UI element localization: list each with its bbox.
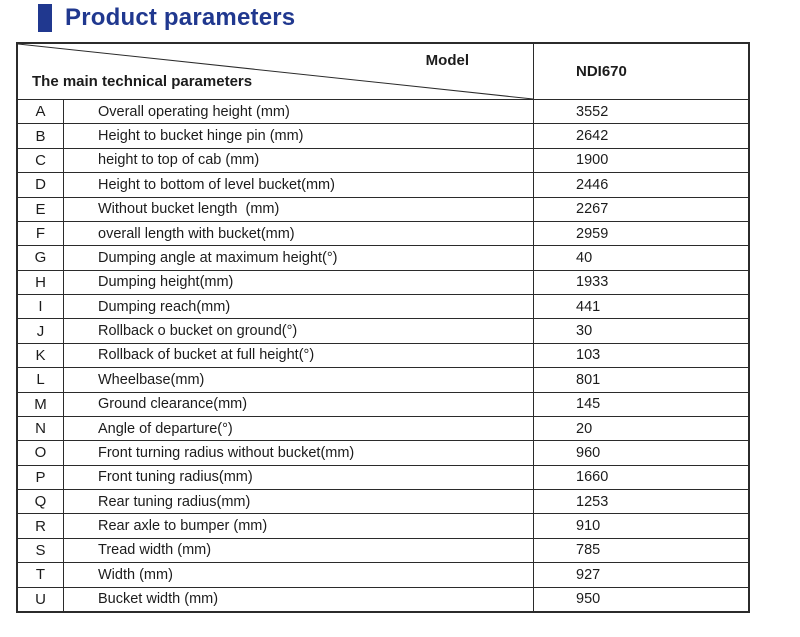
table-row: K Rollback of bucket at full height(°) 1… [18, 342, 748, 368]
row-value: 1933 [533, 270, 748, 294]
table-row: T Width (mm) 927 [18, 562, 748, 587]
row-letter: K [18, 343, 64, 368]
row-parameter: height to top of cab (mm) [98, 152, 260, 169]
row-parameter: Rear axle to bumper (mm) [98, 518, 268, 535]
row-letter: P [18, 465, 64, 489]
row-letter: J [18, 319, 64, 343]
model-column-label: Model [425, 52, 469, 69]
page-header: Product parameters [38, 4, 295, 32]
row-letter: E [18, 197, 64, 221]
row-parameter: Without bucket length (mm) [98, 201, 280, 218]
row-value: 2959 [533, 221, 748, 246]
table-row: H Dumping height(mm) 1933 [18, 269, 748, 294]
row-value: 1660 [533, 465, 748, 489]
table-row: O Front turning radius without bucket(mm… [18, 440, 748, 465]
table-row: S Tread width (mm) 785 [18, 537, 748, 563]
row-parameter: Rollback of bucket at full height(°) [98, 347, 315, 364]
row-letter: T [18, 563, 64, 587]
table-row: C height to top of cab (mm) 1900 [18, 147, 748, 173]
row-parameter: Height to bottom of level bucket(mm) [98, 176, 335, 193]
row-letter: A [18, 100, 64, 124]
table-row: J Rollback o bucket on ground(°) 30 [18, 318, 748, 343]
row-value: 950 [533, 587, 748, 611]
row-letter: R [18, 514, 64, 538]
row-letter: O [18, 441, 64, 465]
row-letter: H [18, 270, 64, 294]
row-value: 3552 [533, 100, 748, 124]
table-row: B Height to bucket hinge pin (mm) 2642 [18, 123, 748, 148]
table-row: F overall length with bucket(mm) 2959 [18, 220, 748, 246]
table-row: E Without bucket length (mm) 2267 [18, 196, 748, 221]
diagonal-divider-line [18, 44, 533, 99]
row-value: 2642 [533, 124, 748, 148]
row-letter: F [18, 221, 64, 246]
table-row: P Front tuning radius(mm) 1660 [18, 464, 748, 489]
row-value: 30 [533, 319, 748, 343]
row-value: 40 [533, 246, 748, 270]
row-parameter: Front tuning radius(mm) [98, 469, 253, 486]
row-value: 145 [533, 392, 748, 416]
row-value: 2267 [533, 197, 748, 221]
table-row: G Dumping angle at maximum height(°) 40 [18, 245, 748, 270]
row-letter: C [18, 148, 64, 173]
header-diagonal-cell: Model The main technical parameters [18, 44, 533, 99]
row-parameter: Dumping angle at maximum height(°) [98, 249, 338, 266]
table-row: R Rear axle to bumper (mm) 910 [18, 513, 748, 538]
row-parameter: Bucket width (mm) [98, 591, 219, 608]
table-row: U Bucket width (mm) 950 [18, 586, 748, 611]
row-parameter: overall length with bucket(mm) [98, 225, 295, 242]
table-row: N Angle of departure(°) 20 [18, 415, 748, 441]
table-row: I Dumping reach(mm) 441 [18, 294, 748, 319]
row-letter: I [18, 295, 64, 319]
row-letter: L [18, 368, 64, 392]
row-value: 441 [533, 295, 748, 319]
parameters-column-label: The main technical parameters [32, 73, 253, 90]
row-letter: N [18, 416, 64, 441]
row-parameter: Front turning radius without bucket(mm) [98, 444, 355, 461]
row-value: 927 [533, 563, 748, 587]
row-parameter: Wheelbase(mm) [98, 371, 205, 388]
table-row: Q Rear tuning radius(mm) 1253 [18, 489, 748, 514]
page-title: Product parameters [65, 4, 296, 31]
row-parameter: Height to bucket hinge pin (mm) [98, 128, 304, 145]
table-header-row: Model The main technical parameters NDI6… [18, 44, 748, 100]
row-value: 785 [533, 538, 748, 563]
row-parameter: Dumping reach(mm) [98, 298, 231, 315]
title-accent-bar-icon [38, 4, 52, 32]
table-row: L Wheelbase(mm) 801 [18, 367, 748, 392]
row-parameter: Width (mm) [98, 566, 173, 583]
row-letter: M [18, 392, 64, 416]
row-value: 960 [533, 441, 748, 465]
row-parameter: Rear tuning radius(mm) [98, 493, 251, 510]
row-value: 103 [533, 343, 748, 368]
row-value: 20 [533, 416, 748, 441]
row-parameter: Ground clearance(mm) [98, 396, 248, 413]
row-letter: G [18, 246, 64, 270]
row-letter: D [18, 173, 64, 197]
row-parameter: Overall operating height (mm) [98, 103, 290, 120]
table-body: A Overall operating height (mm) 3552 B H… [18, 100, 748, 611]
table-row: A Overall operating height (mm) 3552 [18, 100, 748, 124]
row-value: 801 [533, 368, 748, 392]
row-letter: S [18, 538, 64, 563]
table-row: M Ground clearance(mm) 145 [18, 391, 748, 416]
row-value: 1900 [533, 148, 748, 173]
row-value: 1253 [533, 490, 748, 514]
row-value: 910 [533, 514, 748, 538]
model-value-header: NDI670 [533, 44, 748, 99]
row-letter: B [18, 124, 64, 148]
table-row: D Height to bottom of level bucket(mm) 2… [18, 172, 748, 197]
row-parameter: Angle of departure(°) [98, 420, 233, 437]
parameters-table: Model The main technical parameters NDI6… [16, 42, 750, 613]
row-parameter: Dumping height(mm) [98, 274, 234, 291]
row-letter: Q [18, 490, 64, 514]
row-letter: U [18, 587, 64, 611]
row-parameter: Tread width (mm) [98, 542, 212, 559]
row-parameter: Rollback o bucket on ground(°) [98, 323, 298, 340]
row-value: 2446 [533, 173, 748, 197]
